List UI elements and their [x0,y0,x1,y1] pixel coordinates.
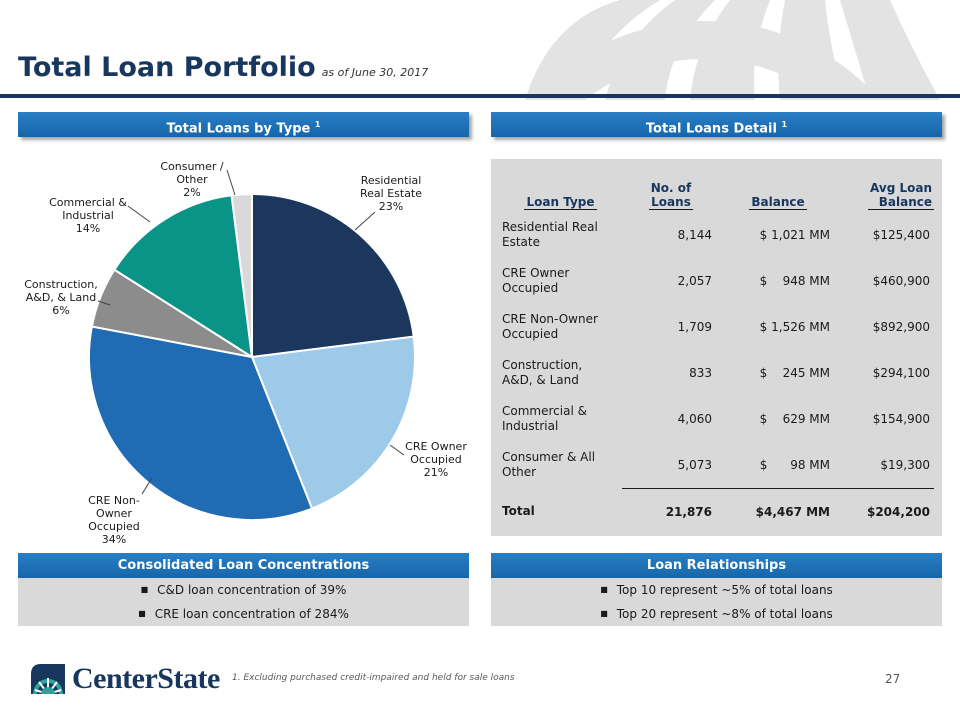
cell-total-count: 21,876 [622,488,720,535]
concentrations-list: C&D loan concentration of 39% CRE loan c… [18,578,469,626]
cell-avg-balance: $154,900 [872,411,930,426]
cell-avg-balance: $892,900 [872,319,930,334]
cell-balance: $ 245 MM [759,365,830,380]
cell-count: 4,060 [677,411,712,426]
col-header-no-of-loans: No. of Loans [648,181,694,210]
pie-slice-residential-real-estate [251,192,415,359]
table-row: Commercial & Industrial 4,060 $ 629 MM $1… [499,396,934,442]
page-number: 27 [885,672,901,686]
leader-line-residential [354,211,376,231]
page-subtitle: as of June 30, 2017 [321,66,429,79]
pie-slice-cre-non-owner-occupied [88,325,314,521]
leader-line-construction [97,300,111,306]
cell-count: 2,057 [677,273,712,288]
title-rule [0,94,960,98]
pie-slice-cre-owner-occupied [250,335,416,510]
centerstate-logo-icon [31,664,65,694]
leader-line-consumer [226,169,236,196]
pie-label-consumer: Consumer / Other 2% [160,160,224,199]
table-row: Construction, A&D, & Land 833 $ 245 MM $2… [499,350,934,396]
col-header-avg-loan-balance: Avg Loan Balance [868,181,934,210]
cell-total-balance: $4,467 MM [720,488,836,535]
cell-count: 1,709 [677,319,712,334]
cell-balance: $ 629 MM [759,411,830,426]
table-row: Residential Real Estate 8,144 $ 1,021 MM … [499,212,934,258]
table-row: Consumer & All Other 5,073 $ 98 MM $19,30… [499,442,934,489]
loan-type-pie-chart [88,169,416,521]
table-total-row: Total 21,876 $4,467 MM $204,200 [499,488,934,535]
col-header-loan-type: Loan Type [524,195,597,210]
list-item: C&D loan concentration of 39% [18,578,469,602]
table-row: CRE Non-Owner Occupied 1,709 $ 1,526 MM $… [499,304,934,350]
cell-loan-type: Commercial & Industrial [502,404,587,433]
list-item: CRE loan concentration of 284% [18,602,469,626]
loan-detail-table: Loan Type No. of Loans Balance Avg Loan Ba… [499,181,934,535]
cell-total-label: Total [502,504,535,519]
cell-balance: $ 98 MM [759,457,830,472]
detail-panel-header: Total Loans Detail 1 [491,112,942,137]
pie-slice-consumer-other [230,192,253,358]
cell-loan-type: Construction, A&D, & Land [502,358,583,387]
pie-panel-header: Total Loans by Type 1 [18,112,469,137]
cell-count: 8,144 [677,227,712,242]
leader-line-commercial [127,205,151,223]
cell-avg-balance: $294,100 [872,365,930,380]
col-header-balance: Balance [749,195,807,210]
table-header-row: Loan Type No. of Loans Balance Avg Loan Ba… [499,181,934,212]
cell-count: 833 [689,365,712,380]
footnote-marker: 1 [781,120,788,129]
relationships-list: Top 10 represent ~5% of total loans Top … [491,578,942,626]
leader-line-cre-non-owner [141,477,153,495]
pie-label-residential: Residential Real Estate 23% [359,174,423,213]
pie-label-commercial: Commercial & Industrial 14% [49,196,127,235]
cell-avg-balance: $460,900 [872,273,930,288]
cell-balance: $ 1,526 MM [759,319,830,334]
cell-loan-type: CRE Owner Occupied [502,266,570,295]
pie-label-cre-non-owner: CRE Non- Owner Occupied 34% [88,494,140,546]
list-item: Top 10 represent ~5% of total loans [491,578,942,602]
cell-total-avg: $204,200 [836,488,934,535]
footnote-marker: 1 [314,120,321,129]
cell-loan-type: Residential Real Estate [502,220,598,249]
watermark-graphic [525,0,940,100]
table-row: CRE Owner Occupied 2,057 $ 948 MM $460,90… [499,258,934,304]
company-logo-text: CenterState [72,662,220,695]
cell-balance: $ 1,021 MM [759,227,830,242]
pie-label-cre-owner: CRE Owner Occupied 21% [405,440,467,479]
leader-line-cre-owner [389,444,405,456]
loan-detail-table-panel: Loan Type No. of Loans Balance Avg Loan Ba… [491,159,942,536]
cell-loan-type: CRE Non-Owner Occupied [502,312,598,341]
relationships-header: Loan Relationships [491,553,942,578]
concentrations-header: Consolidated Loan Concentrations [18,553,469,578]
cell-avg-balance: $125,400 [872,227,930,242]
cell-avg-balance: $19,300 [880,457,930,472]
cell-loan-type: Consumer & All Other [502,450,596,480]
pie-slice-commercial-industrial [112,194,254,359]
footnote-text: 1. Excluding purchased credit-impaired a… [232,673,515,683]
cell-count: 5,073 [677,457,712,472]
pie-label-construction: Construction, A&D, & Land 6% [24,278,98,317]
list-item: Top 20 represent ~8% of total loans [491,602,942,626]
cell-balance: $ 948 MM [759,273,830,288]
page-title: Total Loan Portfolio as of June 30, 2017 [18,52,429,83]
